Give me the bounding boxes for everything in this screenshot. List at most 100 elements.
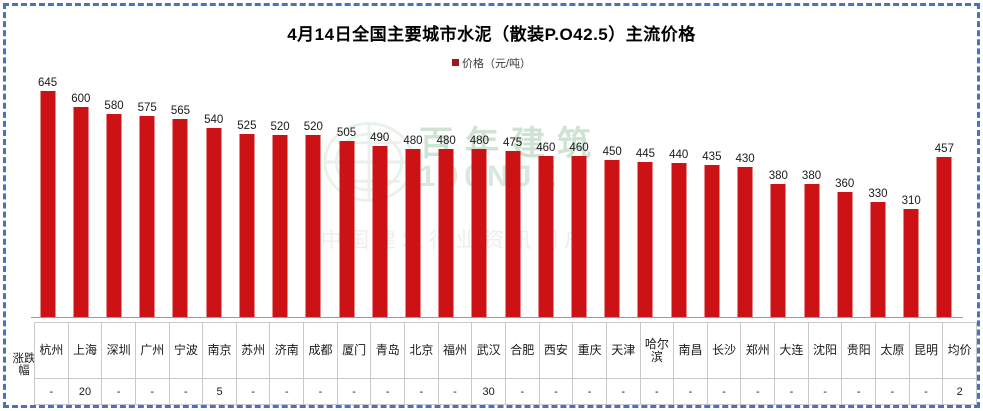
city-cell: 昆​明 xyxy=(908,322,944,379)
bar-slot: 435 xyxy=(695,72,728,318)
bar xyxy=(936,157,952,318)
bar-value-label: 540 xyxy=(204,114,224,127)
x-axis-line xyxy=(31,317,963,318)
bar-value-label: 525 xyxy=(237,119,257,132)
bar-slot: 520 xyxy=(264,72,297,318)
bar xyxy=(206,128,222,318)
city-cell: 太​原 xyxy=(875,322,910,379)
bar xyxy=(870,202,886,318)
bar-value-label: 435 xyxy=(702,151,722,164)
bar xyxy=(538,156,554,318)
bar xyxy=(239,133,255,318)
delta-cell: - xyxy=(572,378,607,405)
bar-value-label: 480 xyxy=(436,135,456,148)
bar-slot: 360 xyxy=(828,72,861,318)
table-row-header: 涨跌幅 xyxy=(12,352,36,377)
city-cell: 南​京 xyxy=(202,322,237,379)
delta-cell: - xyxy=(639,378,675,405)
bar-slot: 460 xyxy=(562,72,595,318)
city-cell: 济​南 xyxy=(269,322,305,379)
bar-value-label: 460 xyxy=(536,142,556,155)
city-cell: 苏​州 xyxy=(235,322,271,379)
bar-slot: 445 xyxy=(629,72,662,318)
delta-cell: - xyxy=(235,378,271,405)
bar-value-label: 330 xyxy=(868,188,888,201)
bar-slot: 600 xyxy=(64,72,97,318)
bar-slot: 565 xyxy=(164,72,197,318)
bar xyxy=(837,191,853,318)
bar-slot: 440 xyxy=(662,72,695,318)
city-cell: 广​州 xyxy=(134,322,170,379)
delta-cell: - xyxy=(370,378,406,405)
bar-slot: 580 xyxy=(97,72,130,318)
delta-cell: - xyxy=(774,378,809,405)
bar-value-label: 645 xyxy=(38,77,58,90)
bar xyxy=(106,114,122,318)
bar-value-label: 480 xyxy=(403,135,423,148)
bottom-table: 涨跌幅 杭​州 上​海 深​圳 广​州 宁​波 南​京 苏​州 济​南 成​都 厦​门 青​岛 北​京… xyxy=(12,322,977,408)
city-cell: 深​圳 xyxy=(101,322,136,379)
city-cell: 大​连 xyxy=(774,322,809,379)
delta-cell: - xyxy=(841,378,877,405)
delta-cell: - xyxy=(908,378,944,405)
bar xyxy=(305,135,321,318)
bar xyxy=(40,91,56,318)
bar-value-label: 475 xyxy=(503,137,523,150)
city-cell: 西​安 xyxy=(538,322,574,379)
city-cell: 厦​门 xyxy=(336,322,372,379)
delta-cell: - xyxy=(134,378,170,405)
bar-value-label: 380 xyxy=(768,170,788,183)
bar xyxy=(903,209,919,318)
bar-value-label: 360 xyxy=(835,177,855,190)
bar xyxy=(671,163,687,318)
city-cell: 宁​波 xyxy=(168,322,204,379)
city-cell: 均​价 xyxy=(942,322,977,379)
delta-cell: - xyxy=(303,378,338,405)
bar xyxy=(73,107,89,318)
bar-value-label: 520 xyxy=(303,121,323,134)
bar-slot: 505 xyxy=(330,72,363,318)
chart-legend: 价格（元/吨） xyxy=(6,55,977,71)
bar-slot: 480 xyxy=(463,72,496,318)
bar-slot: 330 xyxy=(861,72,894,318)
city-cell: 重​庆 xyxy=(572,322,607,379)
delta-cell: - xyxy=(34,378,69,405)
city-cell: 哈​尔​滨 xyxy=(639,322,675,379)
delta-cell: - xyxy=(875,378,910,405)
city-cell: 贵​阳 xyxy=(841,322,877,379)
bar-plot-area: 645 600 580 575 565 540 525 520 520 505 490 480 480 4… xyxy=(31,72,961,318)
bar xyxy=(604,159,620,318)
bar-value-label: 460 xyxy=(569,142,589,155)
delta-cell: - xyxy=(706,378,742,405)
delta-cell: - xyxy=(673,378,708,405)
bar-value-label: 445 xyxy=(635,147,656,160)
city-cell: 武​汉 xyxy=(471,322,506,379)
bar-slot: 575 xyxy=(131,72,164,318)
bar-slot: 380 xyxy=(762,72,795,318)
city-cell: 成​都 xyxy=(303,322,338,379)
delta-cell: - xyxy=(101,378,136,405)
bar xyxy=(704,165,720,318)
bar xyxy=(405,149,421,318)
delta-cell: - xyxy=(504,378,540,405)
city-cell: 北​京 xyxy=(404,322,439,379)
bar-value-label: 480 xyxy=(469,135,489,148)
city-cell: 郑​州 xyxy=(740,322,776,379)
bar xyxy=(505,151,521,318)
bar-slot: 380 xyxy=(795,72,828,318)
bar-slot: 480 xyxy=(430,72,463,318)
delta-cell: - xyxy=(269,378,305,405)
delta-cell: - xyxy=(605,378,641,405)
bar-value-label: 450 xyxy=(602,145,622,158)
bar-slot: 430 xyxy=(729,72,762,318)
bar-value-label: 580 xyxy=(104,100,124,113)
legend-label: 价格（元/吨） xyxy=(461,58,532,70)
bar-slot: 460 xyxy=(529,72,562,318)
delta-cell: - xyxy=(538,378,574,405)
city-cell: 合​肥 xyxy=(504,322,540,379)
delta-cell: 30 xyxy=(471,378,506,405)
bar-value-label: 380 xyxy=(801,170,822,183)
bar-slot: 525 xyxy=(230,72,263,318)
city-cell: 上​海 xyxy=(67,322,103,379)
page-title: 4月14日全国主要城市水泥（散装P.O42.5）主流价格 xyxy=(287,25,696,44)
